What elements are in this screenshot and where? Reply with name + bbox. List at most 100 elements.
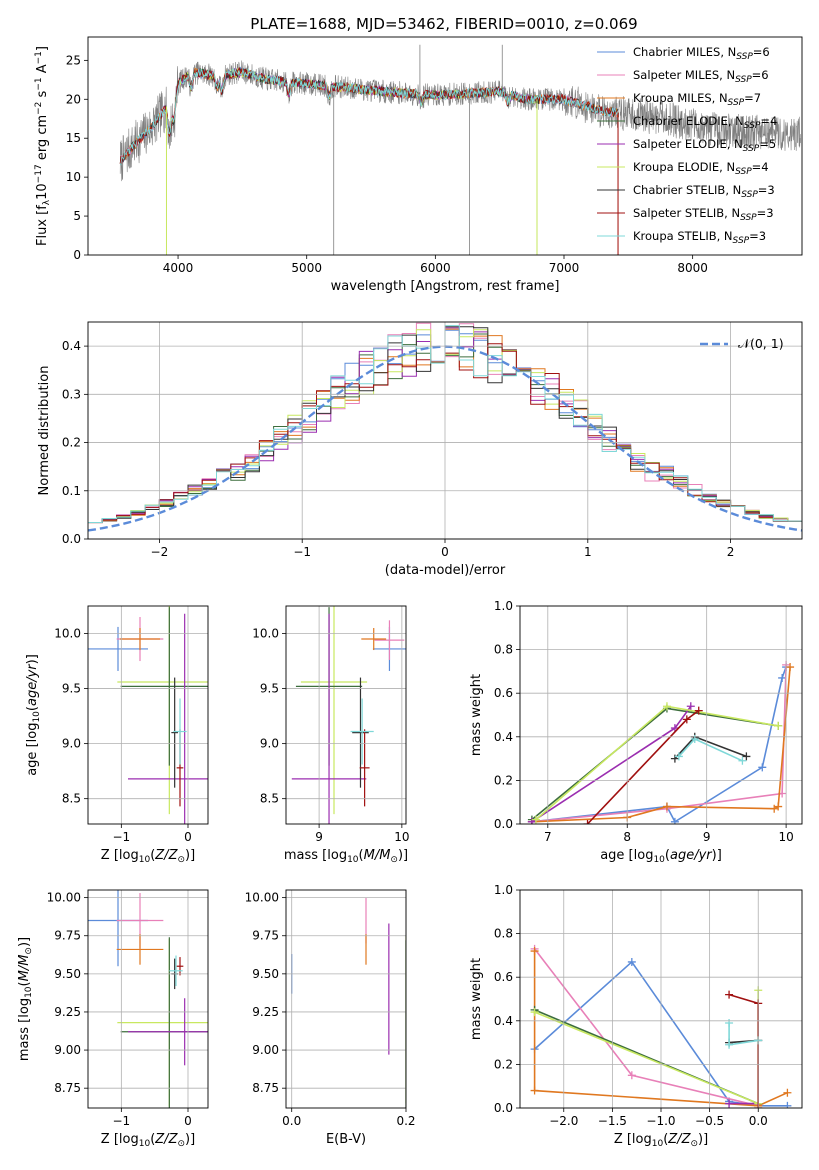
legend-label: Chabrier MILES, NSSP=6 — [633, 45, 770, 62]
point-marker-kroupa_stelib — [690, 734, 699, 743]
chart-residuals: −2 −1 0 1 2 0.0 0.1 0.2 0.3 0.4 (data-model)/error… — [37, 321, 803, 578]
axes-frame — [285, 889, 407, 1109]
y-tick-label: 9.25 — [252, 1005, 279, 1019]
plot-area — [88, 606, 208, 824]
y-tick-label: 0.2 — [62, 436, 81, 450]
y-tick-label: 9.00 — [54, 1043, 81, 1057]
x-tick-label: 1 — [584, 545, 592, 559]
y-tick-label: 9.5 — [62, 682, 81, 696]
point-marker-kroupa_miles — [783, 1088, 792, 1097]
axes-frame — [285, 605, 407, 825]
y-tick-label: 0 — [73, 248, 81, 262]
y-tick-label: 10 — [66, 170, 81, 184]
x-tick-label: 8000 — [677, 261, 708, 275]
series-kroupa_miles — [531, 666, 791, 823]
x-tick-label: −0.5 — [695, 1114, 724, 1128]
y-tick-label: 8.75 — [252, 1081, 279, 1095]
point-marker-chabrier_miles — [627, 957, 636, 966]
y-tick-label: 0.8 — [494, 643, 513, 657]
y-tick-label: 0.4 — [62, 339, 81, 353]
x-tick-label: 8 — [623, 830, 631, 844]
point-marker-salpeter_stelib — [583, 820, 592, 824]
y-tick-label: 0.6 — [494, 686, 513, 700]
axes-frame — [87, 889, 209, 1109]
axes-frame — [519, 889, 803, 1109]
point-marker-kroupa_miles — [530, 1086, 539, 1095]
x-axis-label: age [log10(age/yr)] — [600, 848, 722, 865]
y-tick-label: 0.4 — [494, 1014, 513, 1028]
y-tick-label: 9.75 — [252, 929, 279, 943]
x-tick-label: −1 — [112, 830, 130, 844]
y-tick-label: 9.0 — [62, 737, 81, 751]
chart-mass_weight_vs_age: 7 8 9 10 0.0 0.2 0.4 0.6 0.8 1.0 age [log10(age/yr… — [469, 599, 803, 865]
legend-label: Kroupa MILES, NSSP=7 — [633, 91, 761, 108]
x-tick-label: 0 — [184, 1114, 192, 1128]
x-axis-label: E(B-V) — [326, 1132, 366, 1147]
y-tick-label: 20 — [66, 92, 81, 106]
x-tick-label: −1 — [293, 545, 311, 559]
y-axis-label: Flux [fλ10−17 erg cm−2 s−1 A−1] — [34, 46, 52, 246]
legend-label: Kroupa STELIB, NSSP=3 — [633, 229, 766, 246]
legend-label: Chabrier ELODIE, NSSP=4 — [633, 114, 777, 131]
y-tick-label: 25 — [66, 53, 81, 67]
y-tick-label: 9.50 — [54, 967, 81, 981]
y-axis-label: mass weight — [469, 674, 484, 756]
y-tick-label: 1.0 — [494, 883, 513, 897]
plot-area — [527, 660, 795, 824]
point-marker-kroupa_stelib — [725, 1018, 734, 1027]
x-axis-label: (data-model)/error — [385, 563, 506, 578]
y-tick-label: 10.0 — [54, 627, 81, 641]
x-axis-label: Z [log10(Z/Z⊙)] — [101, 1132, 195, 1149]
point-marker-chabrier_miles — [783, 1101, 792, 1108]
y-tick-label: 15 — [66, 131, 81, 145]
x-tick-label: 10 — [778, 830, 793, 844]
y-tick-label: 9.75 — [54, 929, 81, 943]
legend-label: Salpeter ELODIE, NSSP=5 — [633, 137, 776, 154]
x-tick-label: 6000 — [420, 261, 451, 275]
y-tick-label: 9.25 — [54, 1005, 81, 1019]
chart-mass_vs_Z: −1 0 8.75 9.00 9.25 9.50 9.75 10.00 Z [log10(Z/Z… — [17, 889, 209, 1149]
plot-area — [291, 606, 406, 824]
y-tick-label: 9.50 — [252, 967, 279, 981]
y-tick-label: 10.00 — [245, 891, 279, 905]
y-tick-label: 9.5 — [260, 682, 279, 696]
point-marker-chabrier_miles — [670, 817, 679, 824]
legend-label: Chabrier STELIB, NSSP=3 — [633, 183, 775, 200]
y-tick-label: 10.0 — [252, 627, 279, 641]
point-marker-kroupa_miles — [786, 663, 795, 672]
x-tick-label: 9 — [315, 830, 323, 844]
x-tick-label: 2 — [727, 545, 735, 559]
x-tick-label: 5000 — [291, 261, 322, 275]
x-tick-label: 7000 — [549, 261, 580, 275]
axes-frame — [87, 605, 209, 825]
x-tick-label: −1.5 — [598, 1114, 627, 1128]
x-tick-label: 0 — [184, 830, 192, 844]
point-marker-kroupa_stelib — [738, 756, 747, 765]
x-axis-label: Z [log10(Z/Z⊙)] — [614, 1132, 708, 1149]
legend-label: Salpeter MILES, NSSP=6 — [633, 68, 769, 85]
x-tick-label: 4000 — [163, 261, 194, 275]
axes-frame — [519, 605, 803, 825]
axes-frame — [87, 36, 803, 256]
point-marker-chabrier_miles — [778, 673, 787, 682]
x-axis-label: wavelength [Angstrom, rest frame] — [331, 279, 560, 294]
model-spectrum-kroupa_stelib — [119, 67, 619, 166]
point-marker-chabrier_miles — [758, 763, 767, 772]
x-tick-label: 0.0 — [282, 1114, 301, 1128]
x-tick-label: −2 — [151, 545, 169, 559]
point-marker-salpeter_stelib — [682, 715, 691, 724]
y-axis-label: mass weight — [469, 958, 484, 1040]
point-marker-kroupa_stelib — [674, 752, 683, 761]
y-tick-label: 0.4 — [494, 730, 513, 744]
x-tick-label: 10 — [394, 830, 409, 844]
point-marker-salpeter_stelib — [725, 990, 734, 999]
point-marker-kroupa_elodie — [774, 721, 783, 730]
y-tick-label: 9.00 — [252, 1043, 279, 1057]
x-axis-label: Z [log10(Z/Z⊙)] — [101, 848, 195, 865]
chart-spectrum: 4000 5000 6000 7000 8000 0 5 10 15 20 25 wavelength… — [34, 36, 803, 294]
legend-label: Kroupa ELODIE, NSSP=4 — [633, 160, 769, 177]
x-tick-label: 0 — [441, 545, 449, 559]
x-tick-label: 9 — [703, 830, 711, 844]
x-tick-label: 7 — [544, 830, 552, 844]
